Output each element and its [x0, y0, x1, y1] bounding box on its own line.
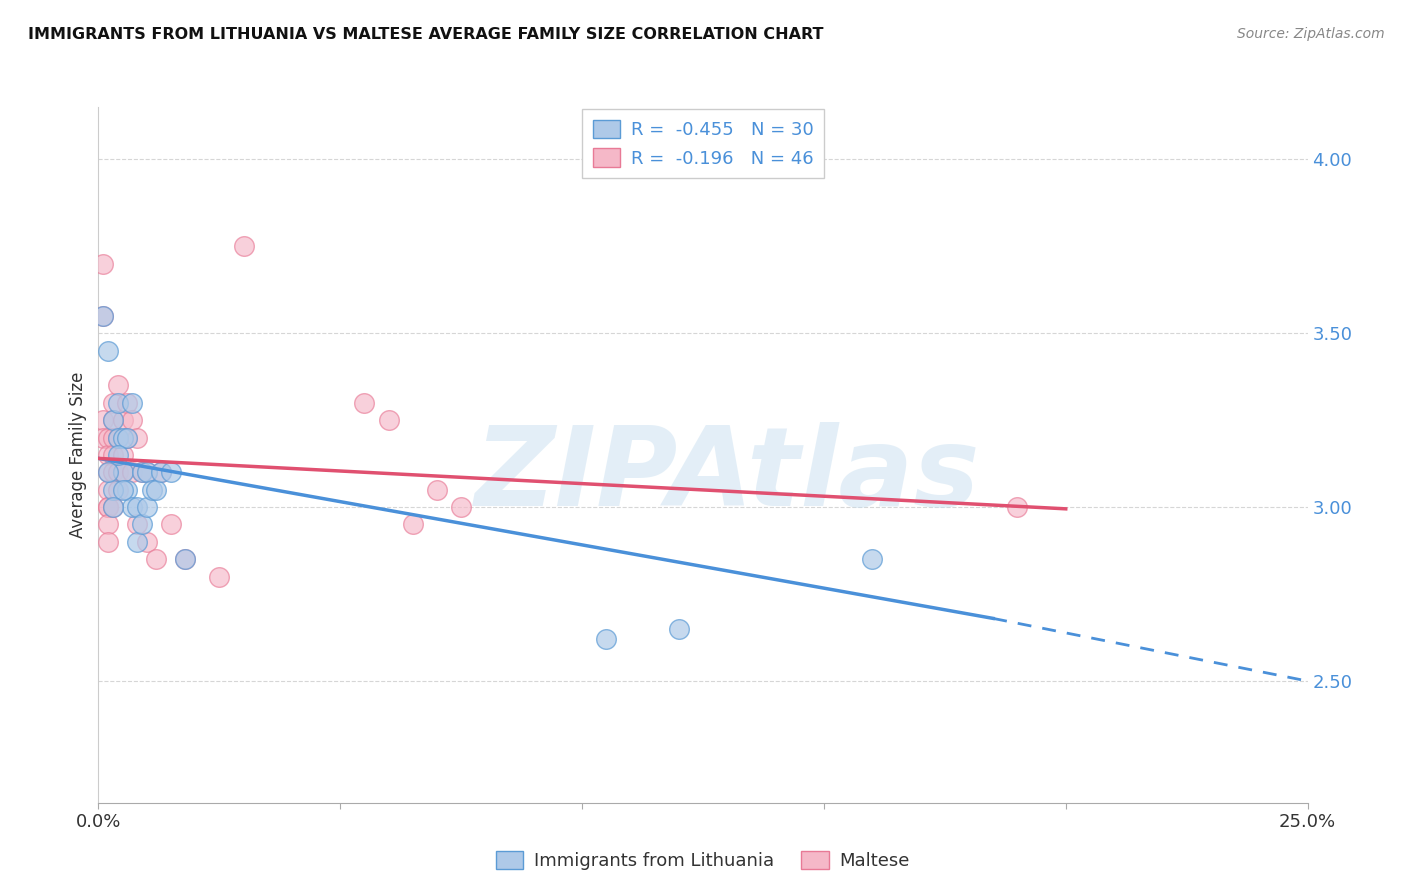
Point	[91, 413, 114, 427]
Point	[101, 500, 124, 514]
Point	[111, 413, 134, 427]
Text: IMMIGRANTS FROM LITHUANIA VS MALTESE AVERAGE FAMILY SIZE CORRELATION CHART: IMMIGRANTS FROM LITHUANIA VS MALTESE AVE…	[28, 27, 824, 42]
Point	[131, 517, 153, 532]
Point	[97, 500, 120, 514]
Point	[101, 465, 124, 479]
Point	[101, 396, 124, 410]
Point	[377, 413, 399, 427]
Point	[135, 465, 157, 479]
Point	[135, 465, 157, 479]
Point	[91, 257, 114, 271]
Point	[97, 343, 120, 358]
Point	[121, 396, 143, 410]
Point	[135, 500, 157, 514]
Point	[131, 465, 153, 479]
Point	[107, 465, 129, 479]
Point	[101, 483, 124, 497]
Point	[174, 552, 197, 566]
Point	[860, 552, 883, 566]
Point	[127, 430, 149, 444]
Point	[145, 552, 167, 566]
Point	[97, 465, 120, 479]
Point	[101, 413, 124, 427]
Point	[127, 534, 149, 549]
Point	[91, 309, 114, 323]
Point	[111, 448, 134, 462]
Legend: Immigrants from Lithuania, Maltese: Immigrants from Lithuania, Maltese	[489, 844, 917, 877]
Point	[145, 483, 167, 497]
Point	[111, 465, 134, 479]
Point	[426, 483, 449, 497]
Point	[150, 465, 173, 479]
Point	[117, 483, 139, 497]
Text: Source: ZipAtlas.com: Source: ZipAtlas.com	[1237, 27, 1385, 41]
Point	[111, 483, 134, 497]
Point	[160, 465, 183, 479]
Point	[127, 517, 149, 532]
Point	[97, 483, 120, 497]
Point	[107, 430, 129, 444]
Point	[668, 622, 690, 636]
Point	[107, 430, 129, 444]
Point	[402, 517, 425, 532]
Point	[107, 483, 129, 497]
Point	[101, 500, 124, 514]
Point	[121, 465, 143, 479]
Point	[91, 430, 114, 444]
Point	[127, 500, 149, 514]
Point	[160, 517, 183, 532]
Point	[121, 500, 143, 514]
Text: ZIPAtlas: ZIPAtlas	[474, 422, 980, 529]
Point	[121, 413, 143, 427]
Point	[97, 465, 120, 479]
Point	[150, 465, 173, 479]
Point	[97, 430, 120, 444]
Point	[101, 448, 124, 462]
Point	[97, 500, 120, 514]
Point	[117, 430, 139, 444]
Point	[117, 430, 139, 444]
Point	[111, 430, 134, 444]
Point	[232, 239, 254, 253]
Point	[101, 430, 124, 444]
Point	[117, 396, 139, 410]
Point	[91, 309, 114, 323]
Point	[208, 570, 231, 584]
Point	[1007, 500, 1029, 514]
Point	[131, 465, 153, 479]
Point	[107, 448, 129, 462]
Point	[450, 500, 472, 514]
Point	[135, 534, 157, 549]
Point	[595, 632, 617, 647]
Point	[107, 396, 129, 410]
Point	[111, 465, 134, 479]
Point	[97, 534, 120, 549]
Point	[97, 517, 120, 532]
Point	[97, 448, 120, 462]
Point	[141, 483, 163, 497]
Point	[174, 552, 197, 566]
Point	[101, 413, 124, 427]
Point	[353, 396, 375, 410]
Point	[107, 378, 129, 392]
Y-axis label: Average Family Size: Average Family Size	[69, 372, 87, 538]
